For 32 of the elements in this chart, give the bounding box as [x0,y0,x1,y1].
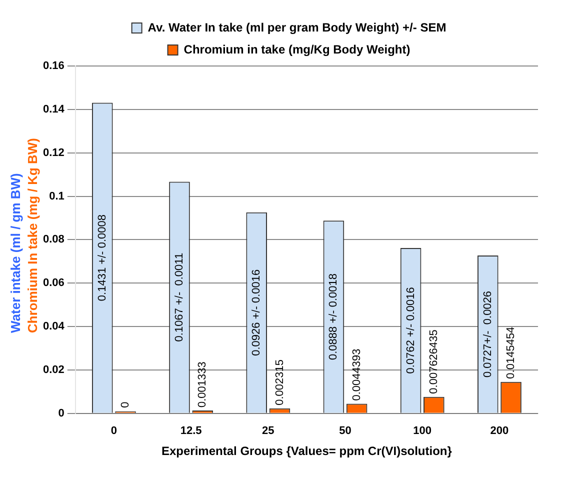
y-tick-label: 0.16 [42,60,64,72]
x-tick-label: 200 [490,425,509,438]
data-label: 0.0145454 [505,326,518,379]
data-label: 0.0762 +/- 0.0016 [404,287,417,374]
legend-label: Chromium in take (mg/Kg Body Weight) [184,42,410,56]
data-label: 0.1067 +/- 0.0011 [174,252,186,342]
data-label: 0.001333 [196,362,209,408]
y-tick-label: 0.14 [42,103,66,116]
y-tick-label: 0.06 [42,277,64,290]
x-tick-label: 0 [110,425,118,438]
data-label: 0.007626435 [428,330,440,394]
legend-label: Av. Water In take (ml per gram Body Weight) +/- SEM [148,20,446,34]
x-axis-title: Experimental Groups {Values= ppm Cr(VI)solution} [162,444,452,458]
text: Chromium In take (mg / Kg BW) [25,138,40,333]
y-tick-label: 0.04 [42,320,66,333]
data-label: 0.1431 +/- 0.0008 [96,214,108,302]
y-axis-title: Water intake (ml / gm BW) [8,172,23,333]
data-label: 0.0727+/- 0.0026 [482,290,494,378]
y-tick-label: 0.1 [49,190,64,202]
x-tick-label: 100 [413,425,432,438]
y-tick-label: 0 [58,407,64,420]
x-tick-label: 25 [262,425,274,438]
data-label: 0.0926 +/- 0.0016 [250,269,263,356]
data-label: 0.002315 [274,359,286,406]
y-tick-label: 0.12 [42,146,64,159]
y-tick-label: 0.02 [42,364,64,376]
x-tick-label: 12.5 [180,425,202,438]
data-label: 0 [120,402,132,408]
x-tick-label: 50 [339,425,352,438]
data-label: 0.0888 +/- 0.0018 [328,273,340,360]
y-tick-label: 0.08 [42,234,64,246]
data-label: 0.0044393 [350,348,363,401]
